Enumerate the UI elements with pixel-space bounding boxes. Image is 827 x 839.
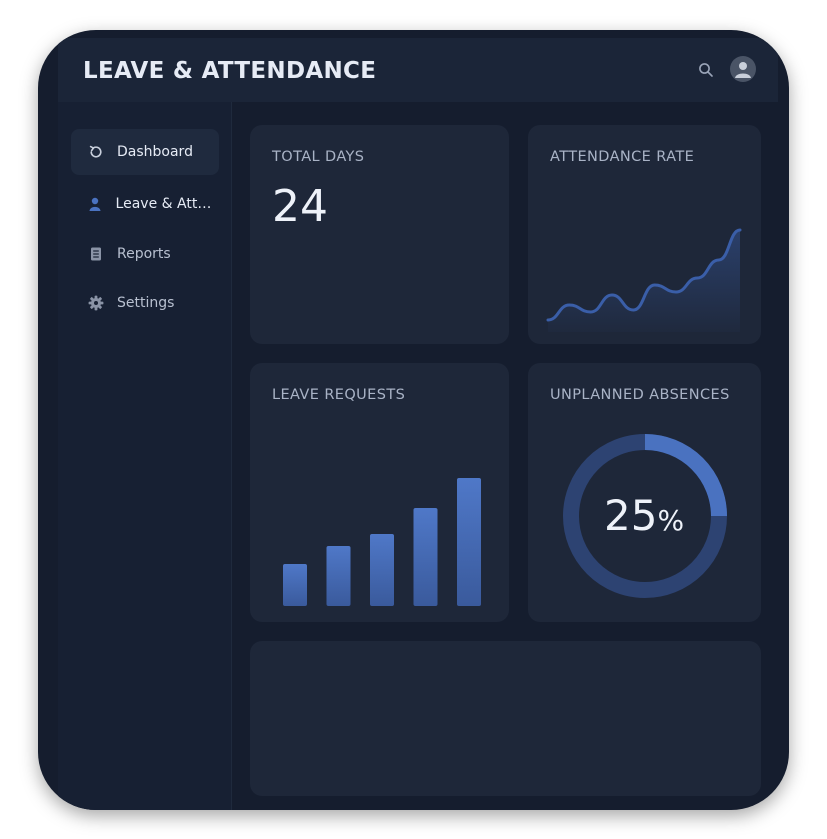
- total-days-card[interactable]: TOTAL DAYS 24: [250, 125, 509, 344]
- sidebar-item-label: Reports: [117, 246, 171, 262]
- attendance-rate-chart: [546, 228, 742, 332]
- attendance-area: [548, 230, 740, 332]
- sidebar-item-leave-attendance[interactable]: Leave & Atten...: [71, 181, 219, 227]
- card-title: LEAVE REQUESTS: [272, 387, 406, 403]
- leave-requests-chart: JFMAM: [283, 478, 481, 606]
- sidebar: Dashboard Leave & Atten... Reports: [58, 102, 232, 810]
- sidebar-item-label: Dashboard: [117, 144, 193, 160]
- bar-3[interactable]: [370, 534, 394, 606]
- attendance-rate-card[interactable]: ATTENDANCE RATE: [528, 125, 761, 344]
- refresh-icon: [87, 143, 105, 161]
- sidebar-item-dashboard[interactable]: Dashboard: [71, 129, 219, 175]
- leave-requests-card[interactable]: LEAVE REQUESTS JFMAM: [250, 363, 509, 622]
- card-title: ATTENDANCE RATE: [550, 149, 695, 165]
- page-title: LEAVE & ATTENDANCE: [83, 58, 377, 84]
- donut-unit: %: [657, 504, 685, 537]
- donut-number: 25: [604, 491, 658, 540]
- search-button[interactable]: [696, 60, 716, 80]
- total-days-value: 24: [272, 181, 328, 232]
- bar-2[interactable]: [326, 546, 351, 606]
- unplanned-absences-card[interactable]: UNPLANNED ABSENCES 25%: [528, 363, 761, 622]
- person-icon: [87, 195, 104, 213]
- app-window: LEAVE & ATTENDANCE Dashboard: [38, 30, 789, 810]
- sidebar-item-label: Leave & Atten...: [115, 196, 219, 212]
- search-icon: [699, 63, 713, 77]
- unplanned-absences-donut: [563, 434, 727, 598]
- card-title: UNPLANNED ABSENCES: [550, 387, 730, 403]
- sidebar-item-label: Settings: [117, 295, 175, 311]
- header: LEAVE & ATTENDANCE: [58, 38, 778, 102]
- bar-1[interactable]: [283, 564, 307, 606]
- bar-4[interactable]: [413, 508, 438, 606]
- bar-5[interactable]: [457, 478, 481, 606]
- gear-icon: [87, 294, 105, 312]
- card-title: TOTAL DAYS: [272, 149, 365, 165]
- sidebar-item-settings[interactable]: Settings: [71, 280, 219, 326]
- document-icon: [87, 245, 105, 263]
- sidebar-item-reports[interactable]: Reports: [71, 231, 219, 277]
- bottom-panel: [250, 641, 761, 796]
- attendance-line: [546, 228, 742, 322]
- avatar[interactable]: [730, 56, 756, 82]
- donut-arc: [644, 434, 727, 517]
- user-icon: [735, 62, 751, 78]
- unplanned-absences-value: 25%: [604, 491, 684, 540]
